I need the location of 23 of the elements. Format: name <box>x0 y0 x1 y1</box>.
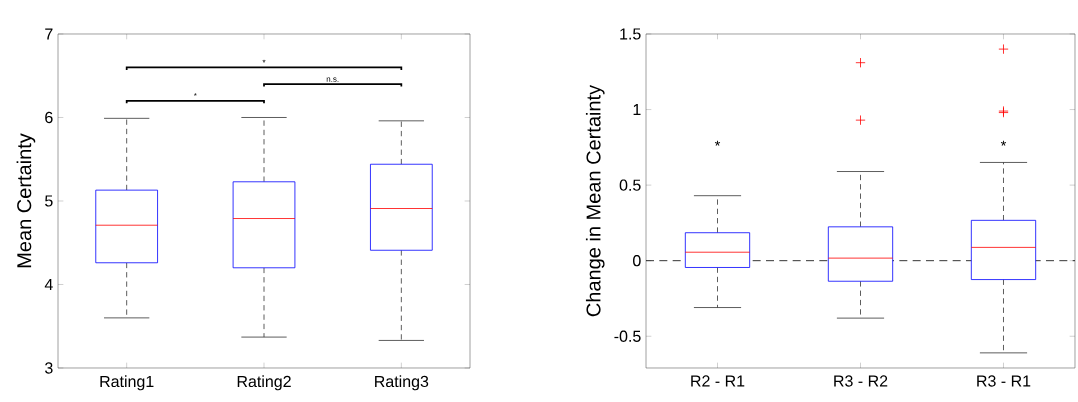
annotation: n.s. <box>326 77 339 82</box>
annotation: * <box>193 93 197 96</box>
y-tick-label: 1.5 <box>620 28 641 40</box>
y-tick-label: 4 <box>44 278 53 290</box>
y-tick-label: 6 <box>45 111 53 124</box>
x-tick-label: R3 - R1 <box>977 375 1031 387</box>
x-tick-label: Rating3 <box>375 375 429 391</box>
x-tick-label: Rating2 <box>237 375 291 391</box>
y-tick-label: 0 <box>633 255 641 267</box>
y-tick-label: 1 <box>633 104 641 116</box>
y-tick-label: 3 <box>45 362 53 374</box>
annotation: * <box>262 59 266 63</box>
y-tick-label: 0.5 <box>619 179 641 191</box>
y-axis-title: Change in Mean Certainty <box>585 84 605 317</box>
y-tick-label: 5 <box>45 195 53 207</box>
x-tick-label: R2 - R1 <box>691 375 745 387</box>
annotation: * <box>714 140 721 146</box>
annotation: * <box>1000 140 1007 146</box>
y-tick-label: 7 <box>45 28 53 40</box>
y-axis-title: Mean Certainty <box>16 133 36 268</box>
y-tick-label: -0.5 <box>614 330 641 342</box>
x-tick-label: R3 - R2 <box>834 375 888 387</box>
x-tick-label: Rating1 <box>100 375 154 391</box>
